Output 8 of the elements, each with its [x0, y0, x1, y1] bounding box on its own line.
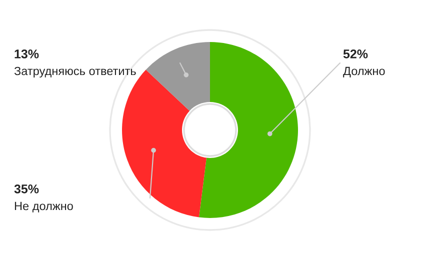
- donut-slice: [198, 42, 298, 218]
- slice-label: Не должно: [14, 202, 73, 212]
- data-label: 13%: [14, 50, 39, 58]
- data-label: 35%: [14, 184, 39, 194]
- donut-slice: [146, 42, 210, 111]
- slice-label: Должно: [343, 66, 385, 78]
- slice-label: Затрудняюсь ответить: [14, 66, 136, 78]
- data-label: 52%: [343, 50, 368, 58]
